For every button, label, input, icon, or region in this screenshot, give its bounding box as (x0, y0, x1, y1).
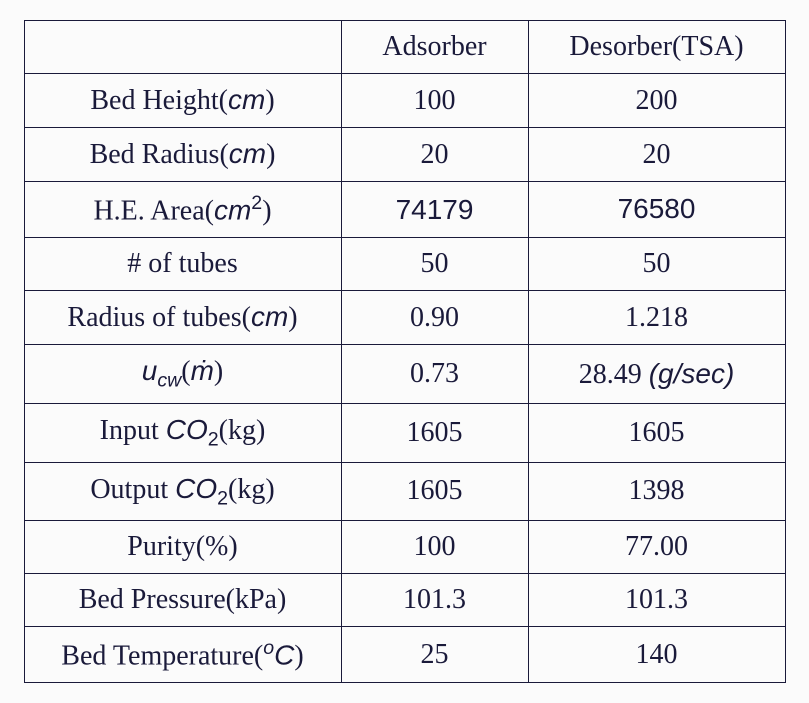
label-prefix: # of tubes (127, 248, 237, 279)
label-suffix: ) (266, 139, 275, 170)
label-unit: cm (228, 84, 265, 115)
row-label: # of tubes (24, 238, 341, 291)
adsorber-value: 1605 (341, 462, 528, 521)
label-prefix: Bed Height( (90, 85, 228, 116)
table-row: Purity(%) 100 77.00 (24, 521, 785, 574)
row-label: Output CO2(kg) (24, 462, 341, 521)
label-suffix: ) (262, 195, 271, 226)
adsorber-value: 0.73 (341, 345, 528, 404)
desorber-number: 28.49 (579, 359, 649, 390)
desorber-number: 50 (643, 248, 671, 279)
desorber-value: 1605 (528, 403, 785, 462)
ucw-close-paren: ) (214, 356, 223, 387)
row-label: H.E. Area(cm2) (24, 182, 341, 238)
label-unit: cm (251, 301, 288, 332)
adsorber-value: 1605 (341, 403, 528, 462)
label-prefix: H.E. Area( (93, 195, 214, 226)
row-label: Bed Temperature(oC) (24, 627, 341, 683)
ucw-mdot: ṁ (191, 355, 214, 386)
label-suffix: ) (265, 85, 274, 116)
label-suffix: (kg) (228, 474, 275, 505)
label-prefix: Bed Pressure(kPa) (79, 584, 287, 615)
table-row: Bed Height(cm)100200 (24, 74, 785, 128)
label-unit: C (274, 639, 294, 670)
row-label: Radius of tubes(cm) (24, 291, 341, 345)
adsorber-value: 25 (341, 627, 528, 683)
desorber-value: 50 (528, 238, 785, 291)
desorber-number: 200 (636, 85, 678, 116)
table-row: Bed Radius(cm)2020 (24, 128, 785, 182)
header-desorber: Desorber(TSA) (528, 21, 785, 74)
label-unit: cm (229, 138, 266, 169)
desorber-value: 1.218 (528, 291, 785, 345)
adsorber-value: 50 (341, 238, 528, 291)
adsorber-value: 20 (341, 128, 528, 182)
label-sub: 2 (217, 487, 228, 509)
table-row: ucw(ṁ)0.7328.49 (g/sec) (24, 345, 785, 404)
header-blank (24, 21, 341, 74)
label-unit: CO (166, 414, 208, 445)
row-label: Purity(%) (24, 521, 341, 574)
desorber-number: 101.3 (625, 584, 688, 615)
header-adsorber: Adsorber (341, 21, 528, 74)
label-suffix: ) (294, 640, 303, 671)
table-row: Bed Temperature(oC)25140 (24, 627, 785, 683)
label-suffix: ) (288, 302, 297, 333)
label-prefix: Radius of tubes( (67, 302, 251, 333)
adsorber-value: 101.3 (341, 574, 528, 627)
desorber-value: 140 (528, 627, 785, 683)
label-prefix: Bed Temperature( (61, 640, 263, 671)
desorber-number: 1398 (629, 475, 685, 506)
desorber-value: 101.3 (528, 574, 785, 627)
table-row: Radius of tubes(cm)0.901.218 (24, 291, 785, 345)
desorber-value: 1398 (528, 462, 785, 521)
desorber-number: 1605 (629, 417, 685, 448)
label-prefix: Output (90, 474, 175, 505)
ucw-u: u (142, 355, 158, 386)
label-prefix: Purity(%) (127, 531, 237, 562)
label-prefix: Input (100, 415, 166, 446)
desorber-number: 76580 (618, 193, 696, 224)
row-label: Bed Pressure(kPa) (24, 574, 341, 627)
table-row: H.E. Area(cm2)7417976580 (24, 182, 785, 238)
table-row: # of tubes 50 50 (24, 238, 785, 291)
ucw-subscript: cw (157, 370, 181, 392)
row-label: ucw(ṁ) (24, 345, 341, 404)
desorber-value: 28.49 (g/sec) (528, 345, 785, 404)
desorber-number: 20 (643, 139, 671, 170)
label-prefix: Bed Radius( (90, 139, 229, 170)
desorber-value: 77.00 (528, 521, 785, 574)
table-row: Input CO2(kg)16051605 (24, 403, 785, 462)
label-sub: 2 (208, 429, 219, 451)
desorber-number: 77.00 (625, 531, 688, 562)
label-unit: CO (175, 473, 217, 504)
table-header-row: AdsorberDesorber(TSA) (24, 21, 785, 74)
desorber-number: 140 (636, 639, 678, 670)
label-sup: 2 (251, 192, 262, 214)
ucw-open-paren: ( (181, 356, 190, 387)
parameters-table: AdsorberDesorber(TSA)Bed Height(cm)10020… (24, 20, 786, 683)
adsorber-value: 100 (341, 74, 528, 128)
row-label: Bed Radius(cm) (24, 128, 341, 182)
label-suffix: (kg) (219, 415, 266, 446)
desorber-value: 20 (528, 128, 785, 182)
desorber-number: 1.218 (625, 302, 688, 333)
label-presup: o (263, 637, 274, 659)
desorber-value: 200 (528, 74, 785, 128)
adsorber-value: 74179 (341, 182, 528, 238)
table-row: Output CO2(kg)16051398 (24, 462, 785, 521)
row-label: Bed Height(cm) (24, 74, 341, 128)
adsorber-value: 100 (341, 521, 528, 574)
desorber-unit: (g/sec) (649, 358, 735, 389)
row-label: Input CO2(kg) (24, 403, 341, 462)
table-row: Bed Pressure(kPa) 101.3 101.3 (24, 574, 785, 627)
desorber-value: 76580 (528, 182, 785, 238)
adsorber-value: 0.90 (341, 291, 528, 345)
label-unit: cm (214, 194, 251, 225)
